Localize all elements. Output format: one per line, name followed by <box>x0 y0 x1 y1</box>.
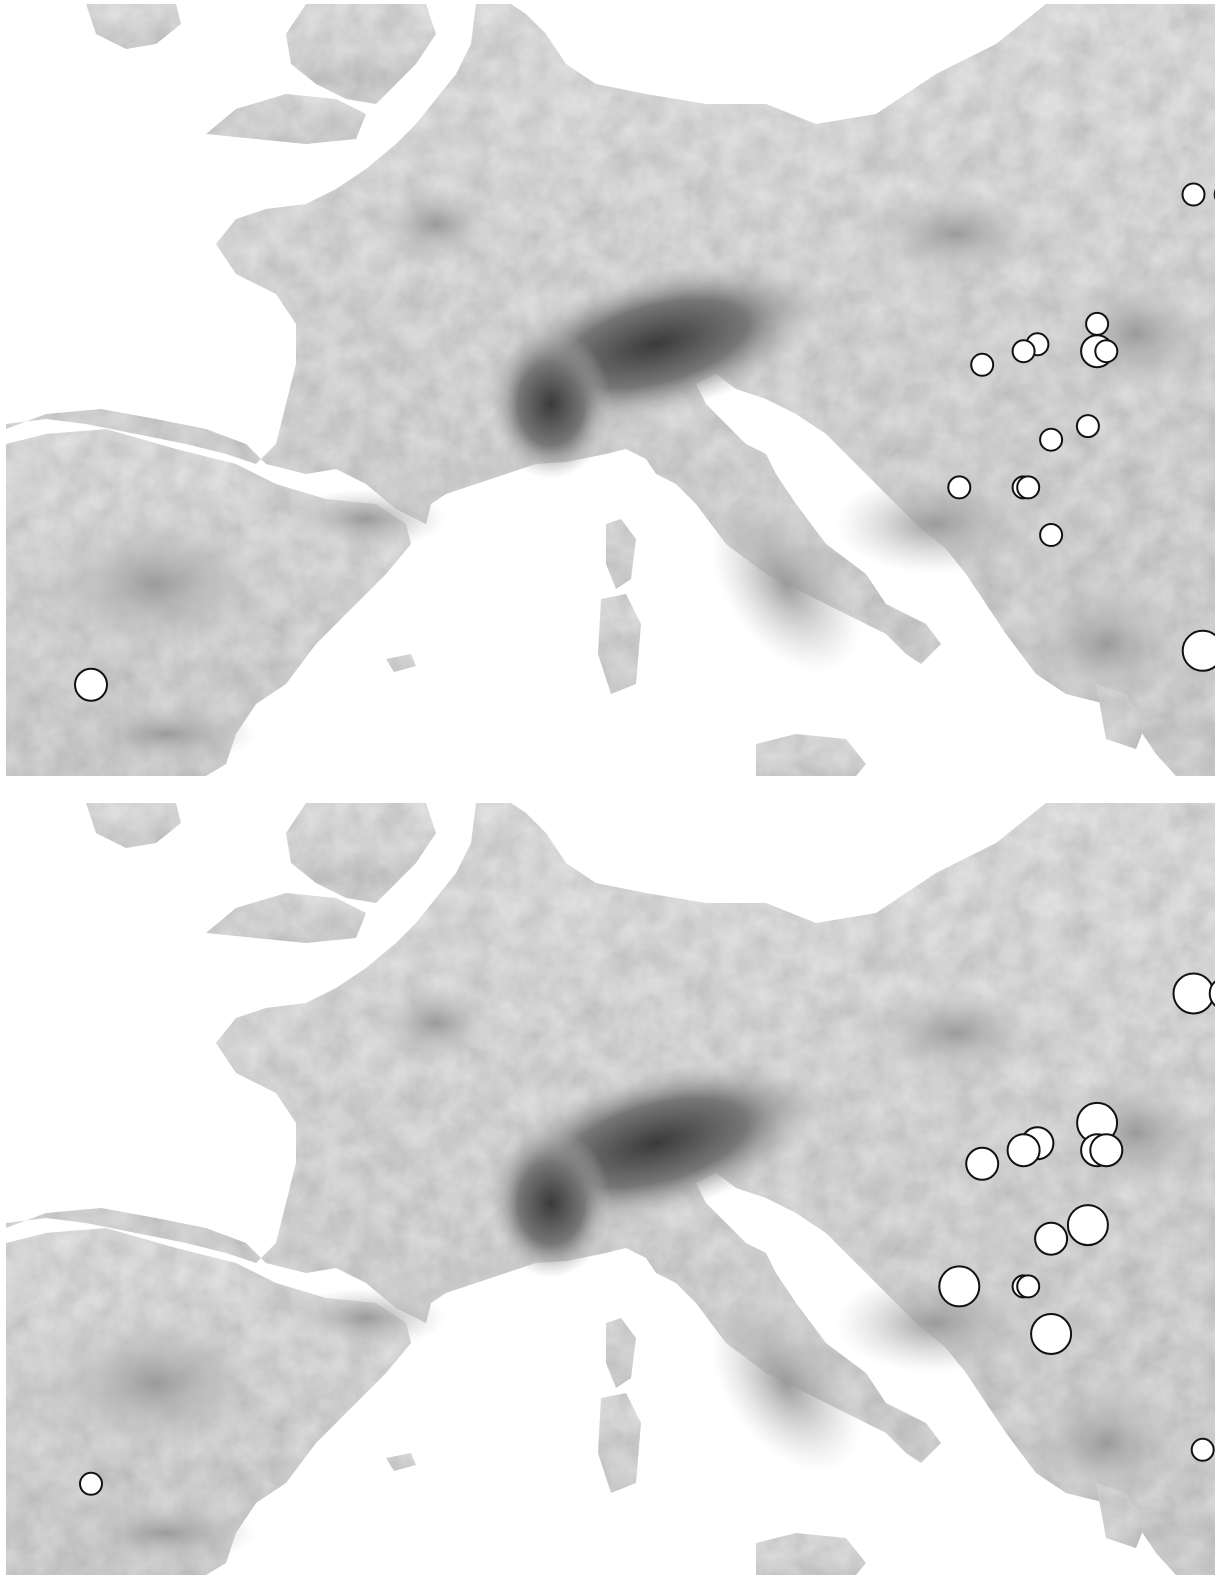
site-marker <box>1040 429 1062 451</box>
site-marker <box>1090 1134 1122 1166</box>
site-marker <box>971 354 993 376</box>
site-marker <box>1013 340 1035 362</box>
site-marker <box>1031 1314 1071 1354</box>
site-marker <box>948 476 970 498</box>
map-panel-bottom <box>6 803 1215 1575</box>
site-marker <box>1017 1275 1039 1297</box>
site-marker <box>1095 340 1117 362</box>
map-top <box>6 4 1215 776</box>
site-marker <box>1183 184 1205 206</box>
site-marker <box>1086 313 1108 335</box>
site-marker <box>1068 1205 1108 1245</box>
site-marker <box>75 669 107 701</box>
site-marker <box>80 1473 102 1495</box>
relief-basemap <box>6 4 1215 776</box>
site-marker <box>966 1148 998 1180</box>
site-marker <box>1040 524 1062 546</box>
relief-basemap <box>6 803 1215 1575</box>
site-marker <box>1017 476 1039 498</box>
site-marker <box>1008 1134 1040 1166</box>
site-marker <box>939 1266 979 1306</box>
site-marker <box>1077 415 1099 437</box>
map-bottom <box>6 803 1215 1575</box>
site-marker <box>1174 974 1214 1014</box>
site-marker <box>1035 1223 1067 1255</box>
site-marker <box>1183 631 1215 671</box>
site-marker <box>1192 1439 1214 1461</box>
map-panel-top <box>6 4 1215 776</box>
